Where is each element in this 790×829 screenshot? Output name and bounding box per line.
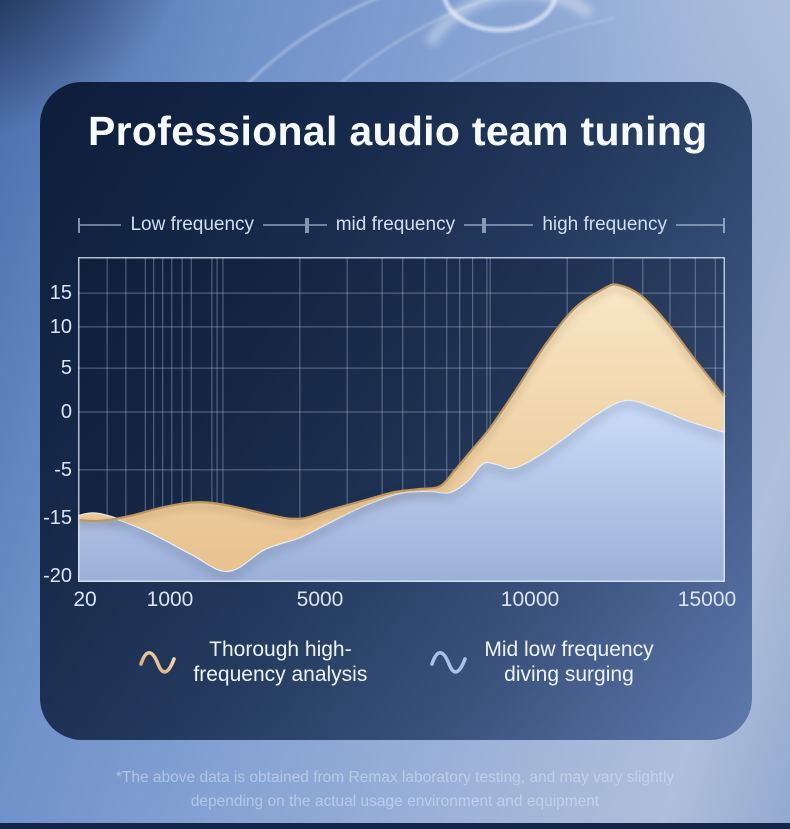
band-label: high frequency [542,214,667,235]
x-axis-label: 10000 [500,588,560,611]
tuning-card: Professional audio team tuning Low frequ… [40,82,752,740]
legend-label: Thorough high- frequency analysis [193,638,368,686]
band-high-frequency: high frequency [484,214,725,236]
x-axis-label: 15000 [677,588,737,611]
y-axis-label: -5 [54,459,72,481]
bracket-line [263,224,305,226]
y-axis-label: -20 [43,565,72,587]
bracket-tick [723,217,725,233]
bracket-line [80,224,122,226]
band-low-frequency: Low frequency [78,214,307,236]
x-axis-label: 1000 [146,588,194,611]
bracket-line [308,224,327,226]
band-mid-frequency: mid frequency [306,214,485,236]
chart-legend: Thorough high- frequency analysis Mid lo… [40,638,752,688]
frequency-response-chart [77,257,726,582]
bracket-tick [78,217,80,233]
high-frequency-wave-icon [139,650,177,674]
y-axis-label: 10 [49,316,72,338]
band-label: mid frequency [335,214,456,235]
legend-item-high-frequency: Thorough high- frequency analysis [138,638,367,688]
legend-label: Mid low frequency diving surging [484,638,654,686]
bottom-edge-bar [0,823,790,829]
bracket-line [486,224,534,226]
bracket-line [675,224,723,226]
frequency-band-row: Low frequency mid frequency high frequen… [78,212,725,238]
legend-item-mid-low-frequency: Mid low frequency diving surging [429,638,654,688]
bracket-line [464,224,483,226]
x-axis-label: 5000 [296,588,344,611]
disclaimer-text: *The above data is obtained from Remax l… [115,769,675,811]
y-axis-label: -15 [43,507,72,529]
y-axis-label: 15 [49,282,72,304]
y-axis-label: 0 [60,401,72,423]
mid-low-frequency-wave-icon [430,650,468,674]
page-title: Professional audio team tuning [88,108,708,154]
x-axis-label: 20 [73,588,97,611]
band-label: Low frequency [130,214,255,235]
y-axis-label: 5 [60,357,72,379]
